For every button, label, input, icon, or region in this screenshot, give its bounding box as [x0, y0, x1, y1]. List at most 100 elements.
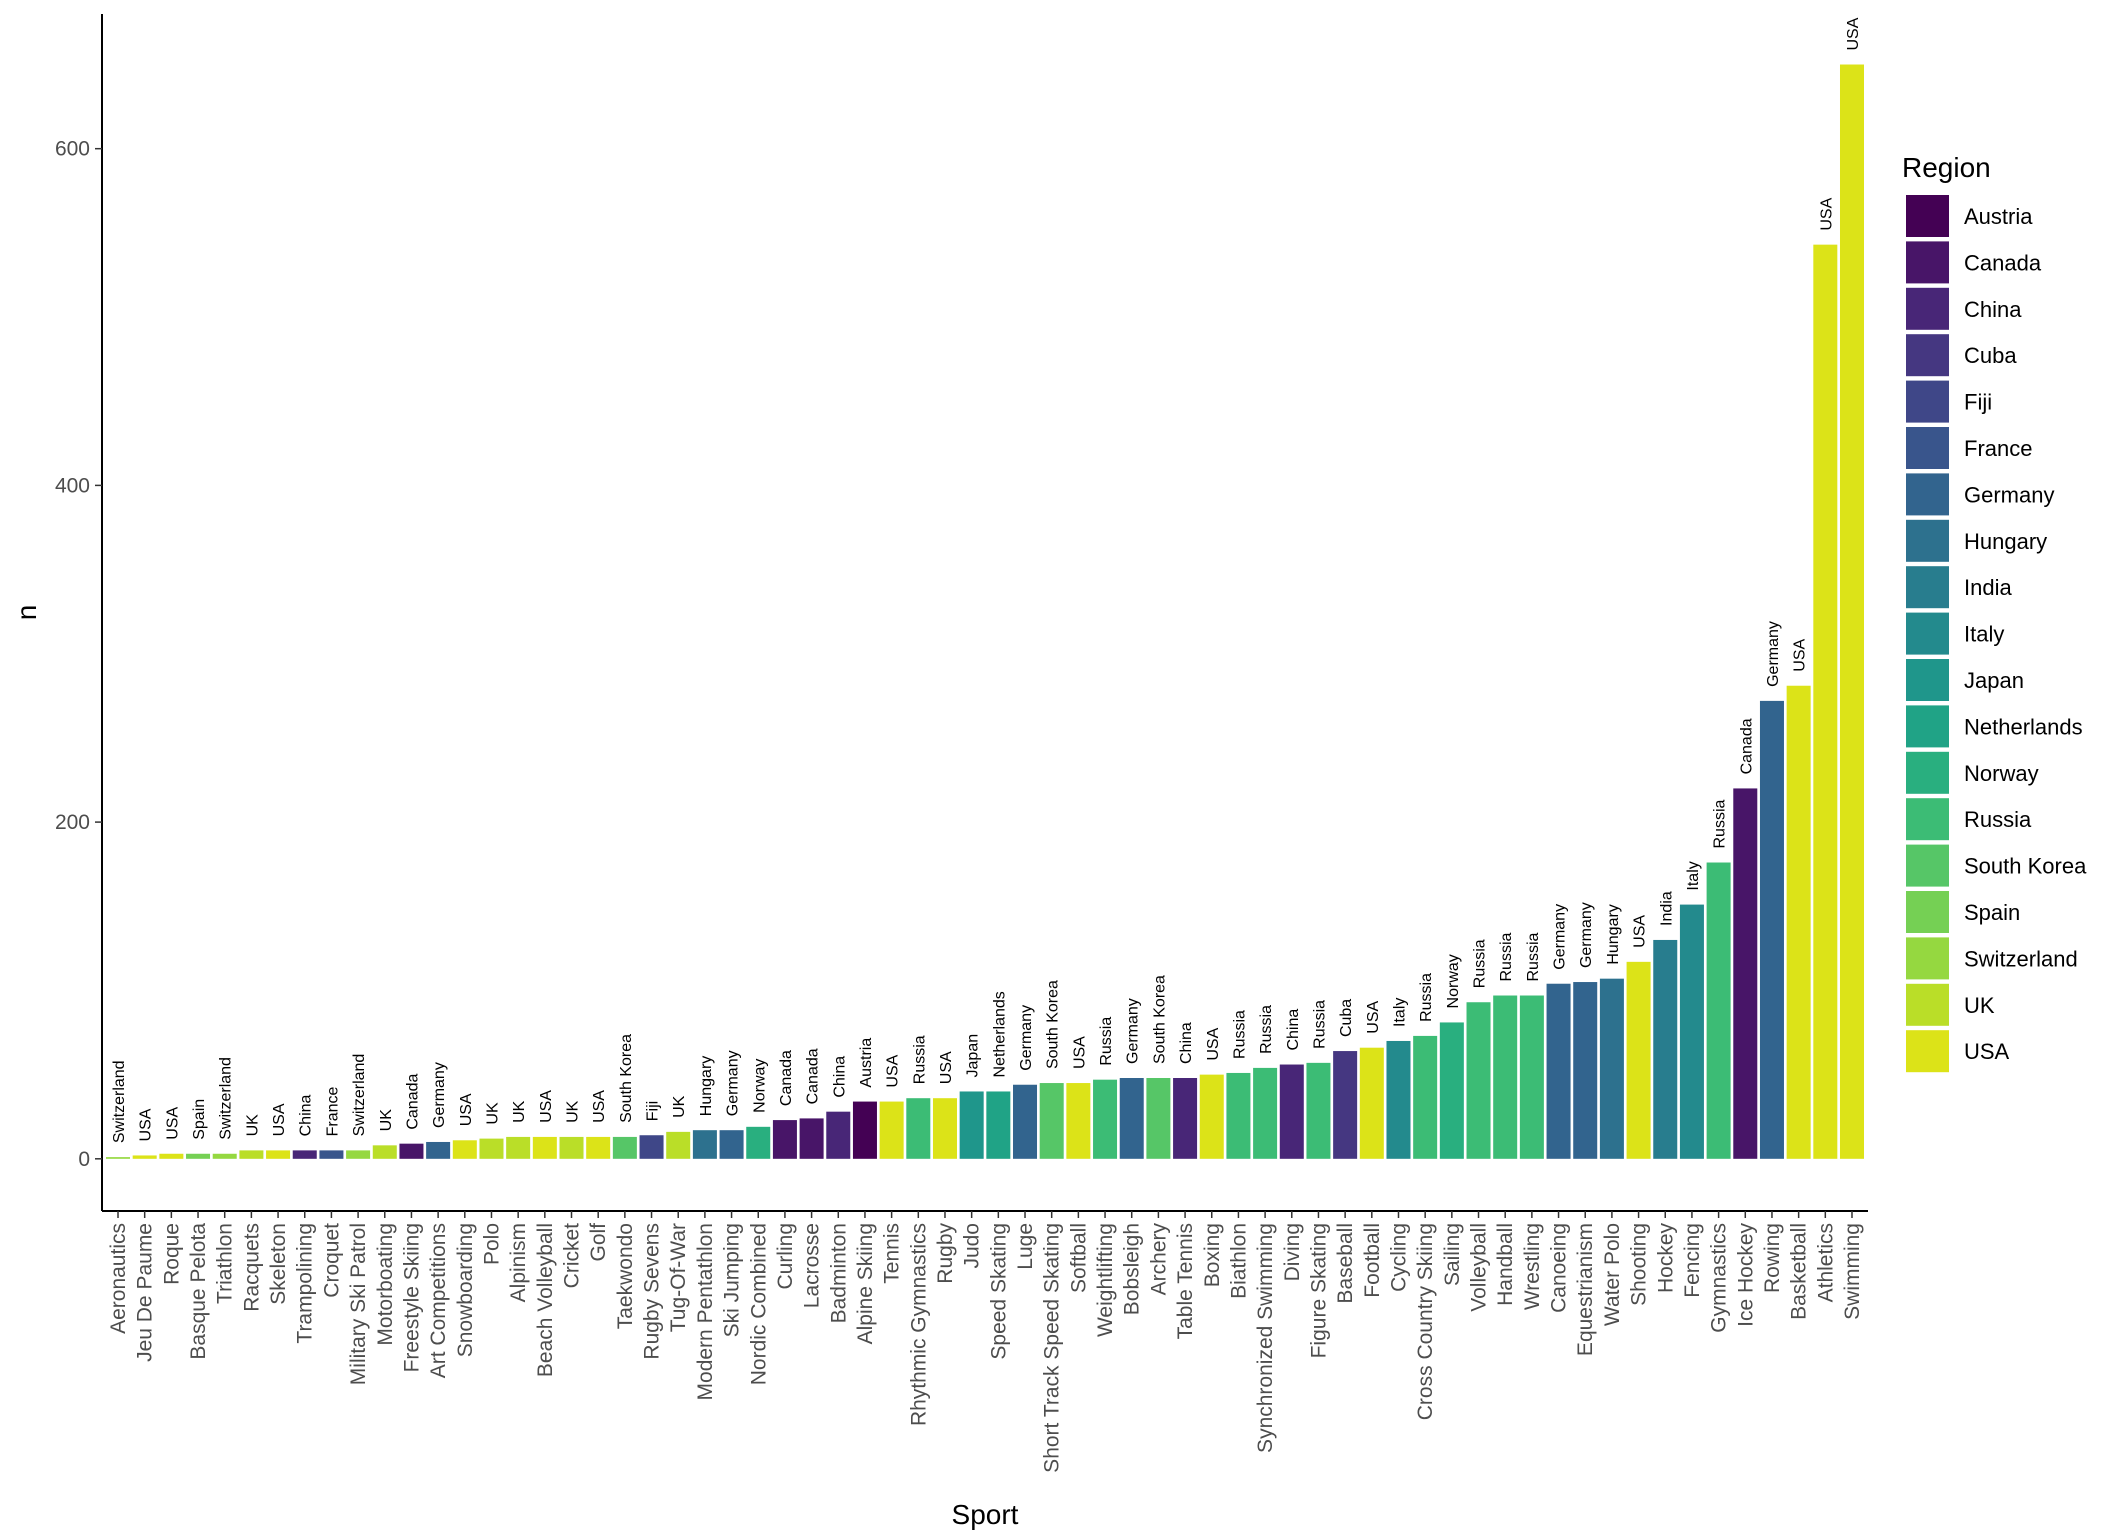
- legend-label: Austria: [1964, 204, 2033, 229]
- legend-key-switzerland: [1906, 937, 1949, 980]
- bar-region-label: China: [1285, 1009, 1302, 1051]
- bar-region-label: Russia: [1525, 933, 1542, 982]
- bar-racquets: [239, 1150, 264, 1159]
- bar-region-label: USA: [1071, 1036, 1088, 1069]
- bar-rugby-sevens: [639, 1135, 664, 1159]
- legend: Region Austria Canada China Cuba Fiji France G…: [1902, 152, 2087, 1073]
- bar-region-label: Japan: [965, 1034, 982, 1078]
- x-tick-label: Ski Jumping: [721, 1223, 744, 1337]
- legend-key-japan: [1906, 659, 1949, 701]
- bar-basque-pelota: [186, 1153, 211, 1159]
- bar-region-label: Canada: [404, 1074, 421, 1130]
- bar-softball: [1066, 1083, 1091, 1159]
- legend-key-russia: [1906, 798, 1949, 841]
- x-tick-label: Weightlifting: [1094, 1223, 1117, 1337]
- bar-region-label: Norway: [1445, 954, 1462, 1008]
- bar-alpinism: [506, 1136, 531, 1159]
- legend-key-cuba: [1906, 334, 1949, 377]
- bar-region-label: USA: [138, 1108, 155, 1141]
- x-tick-label: Hockey: [1654, 1223, 1677, 1294]
- bar-fencing: [1679, 904, 1704, 1159]
- legend-label: France: [1964, 436, 2032, 461]
- bar-croquet: [319, 1150, 344, 1159]
- bar-military-ski-patrol: [346, 1150, 371, 1159]
- bar-jeu-de-paume: [132, 1155, 157, 1159]
- x-tick-label: Jeu De Paume: [134, 1223, 157, 1362]
- x-tick-label: Sailing: [1441, 1223, 1464, 1286]
- bar-region-label: UK: [511, 1100, 528, 1123]
- bar-region-label: USA: [1845, 17, 1862, 50]
- bar-region-label: USA: [938, 1051, 955, 1084]
- legend-key-hungary: [1906, 519, 1949, 562]
- x-tick-label: Figure Skating: [1307, 1223, 1330, 1358]
- x-tick-label: Cycling: [1387, 1223, 1410, 1292]
- bar-region-label: UK: [378, 1109, 395, 1132]
- bar-synchronized-swimming: [1253, 1067, 1278, 1159]
- bar-region-label: USA: [591, 1090, 608, 1123]
- bar-region-label: Russia: [911, 1035, 928, 1084]
- bar-beach-volleyball: [532, 1136, 557, 1159]
- legend-label: Germany: [1964, 482, 2054, 507]
- bar-region-label: Cuba: [1338, 999, 1355, 1037]
- x-tick-label: Modern Pentathlon: [694, 1223, 717, 1400]
- x-tick-label: Art Competitions: [427, 1223, 450, 1378]
- bar-region-label: India: [1658, 891, 1675, 926]
- bar-region-label: Hungary: [698, 1056, 715, 1116]
- bar-region-label: Germany: [1018, 1005, 1035, 1071]
- x-tick-label: Motorboating: [374, 1223, 397, 1346]
- x-tick-label: Tug-Of-War: [667, 1223, 690, 1332]
- bar-luge: [1013, 1084, 1038, 1159]
- bar-roque: [159, 1153, 184, 1159]
- bar-region-label: UK: [671, 1095, 688, 1118]
- x-tick-label: Lacrosse: [801, 1223, 824, 1308]
- bar-region-label: USA: [1205, 1027, 1222, 1060]
- x-tick-label: Rugby: [934, 1223, 957, 1284]
- bar-polo: [479, 1138, 504, 1159]
- x-tick-label: Rhythmic Gymnastics: [907, 1223, 930, 1426]
- bar-region-label: Switzerland: [351, 1054, 368, 1137]
- legend-key-china: [1906, 287, 1949, 330]
- legend-label: Norway: [1964, 761, 2039, 786]
- x-tick-label: Diving: [1281, 1223, 1304, 1281]
- legend-key-fiji: [1906, 380, 1949, 423]
- x-tick-label: Rugby Sevens: [641, 1223, 664, 1360]
- x-tick-label: Ice Hockey: [1734, 1223, 1757, 1327]
- bar-biathlon: [1226, 1072, 1251, 1159]
- bar-region-label: Russia: [1311, 1000, 1328, 1049]
- bar-region-label: USA: [538, 1090, 555, 1123]
- bar-region-label: South Korea: [618, 1034, 635, 1123]
- bar-equestrianism: [1573, 982, 1598, 1159]
- bar-region-label: USA: [885, 1054, 902, 1087]
- x-tick-label: Speed Skating: [987, 1223, 1010, 1360]
- bar-golf: [586, 1136, 611, 1159]
- bar-table-tennis: [1173, 1078, 1198, 1159]
- x-tick-label: Basketball: [1788, 1223, 1811, 1320]
- bar-modern-pentathlon: [692, 1130, 717, 1159]
- bar-rowing: [1759, 700, 1784, 1159]
- bar-tug-of-war: [666, 1131, 691, 1159]
- bar-archery: [1146, 1078, 1171, 1159]
- x-tick-label: Racquets: [240, 1223, 263, 1312]
- x-tick-label: Judo: [961, 1223, 984, 1269]
- legend-key-germany: [1906, 473, 1949, 516]
- bar-taekwondo: [612, 1136, 637, 1159]
- x-tick-label: Gymnastics: [1708, 1223, 1731, 1333]
- bar-aeronautics: [106, 1157, 131, 1159]
- legend-key-norway: [1906, 751, 1949, 794]
- bar-skeleton: [266, 1150, 291, 1159]
- legend-key-netherlands: [1906, 705, 1949, 748]
- bar-judo: [959, 1091, 984, 1159]
- legend-key-austria: [1906, 195, 1949, 237]
- bar-region-label: Austria: [858, 1038, 875, 1088]
- y-tick-label: 400: [55, 474, 90, 497]
- bar-tennis: [879, 1101, 904, 1159]
- legend-label: Japan: [1964, 668, 2024, 693]
- bar-rugby: [932, 1098, 957, 1159]
- legend-label: China: [1964, 297, 2022, 322]
- bar-region-label: Russia: [1498, 933, 1515, 982]
- bar-region-label: Russia: [1098, 1017, 1115, 1066]
- bar-labels-group: Switzerland USA USA Spain Switzerland UK USA Ch…: [111, 17, 1862, 1143]
- x-tick-label: Volleyball: [1468, 1223, 1491, 1312]
- bar-athletics: [1813, 244, 1838, 1159]
- x-tick-label: Alpinism: [507, 1223, 530, 1302]
